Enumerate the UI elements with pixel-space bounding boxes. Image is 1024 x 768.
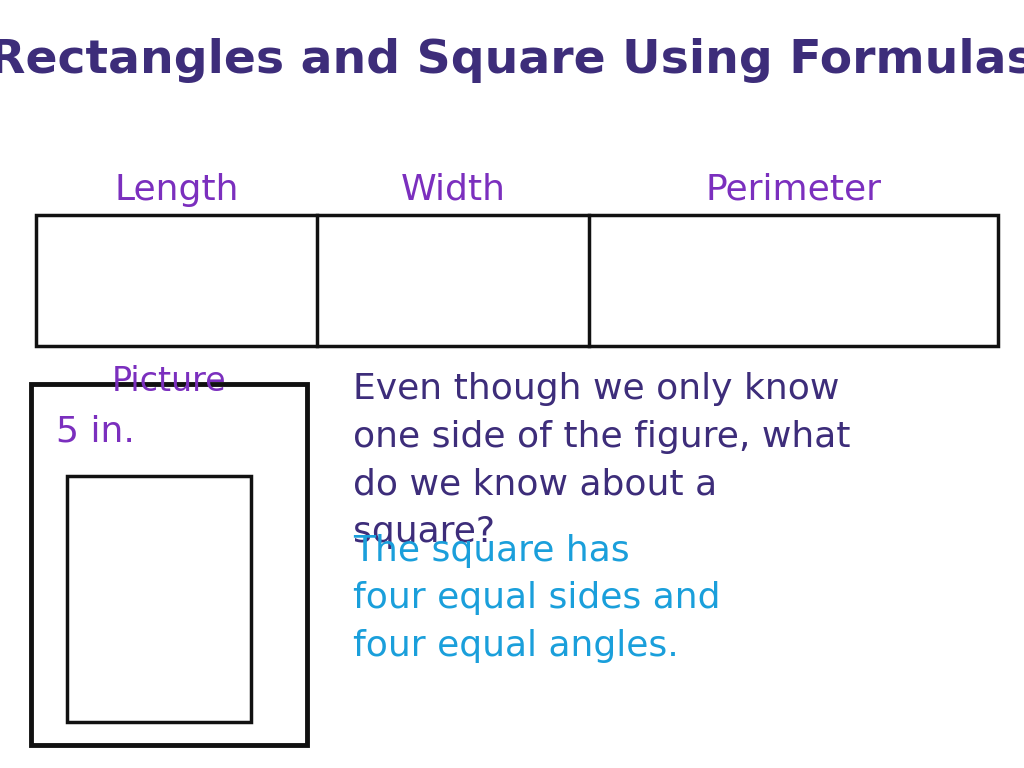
Text: 5 in.: 5 in. xyxy=(56,415,135,449)
Text: The square has
four equal sides and
four equal angles.: The square has four equal sides and four… xyxy=(353,534,721,663)
Text: Picture: Picture xyxy=(112,365,226,398)
Bar xyxy=(67,476,251,722)
Text: Rectangles and Square Using Formulas: Rectangles and Square Using Formulas xyxy=(0,38,1024,84)
Bar xyxy=(36,215,998,346)
Text: Width: Width xyxy=(400,173,506,207)
Bar xyxy=(31,384,307,745)
Text: Length: Length xyxy=(115,173,239,207)
Text: Perimeter: Perimeter xyxy=(706,173,882,207)
Text: Even though we only know
one side of the figure, what
do we know about a
square?: Even though we only know one side of the… xyxy=(353,372,851,549)
